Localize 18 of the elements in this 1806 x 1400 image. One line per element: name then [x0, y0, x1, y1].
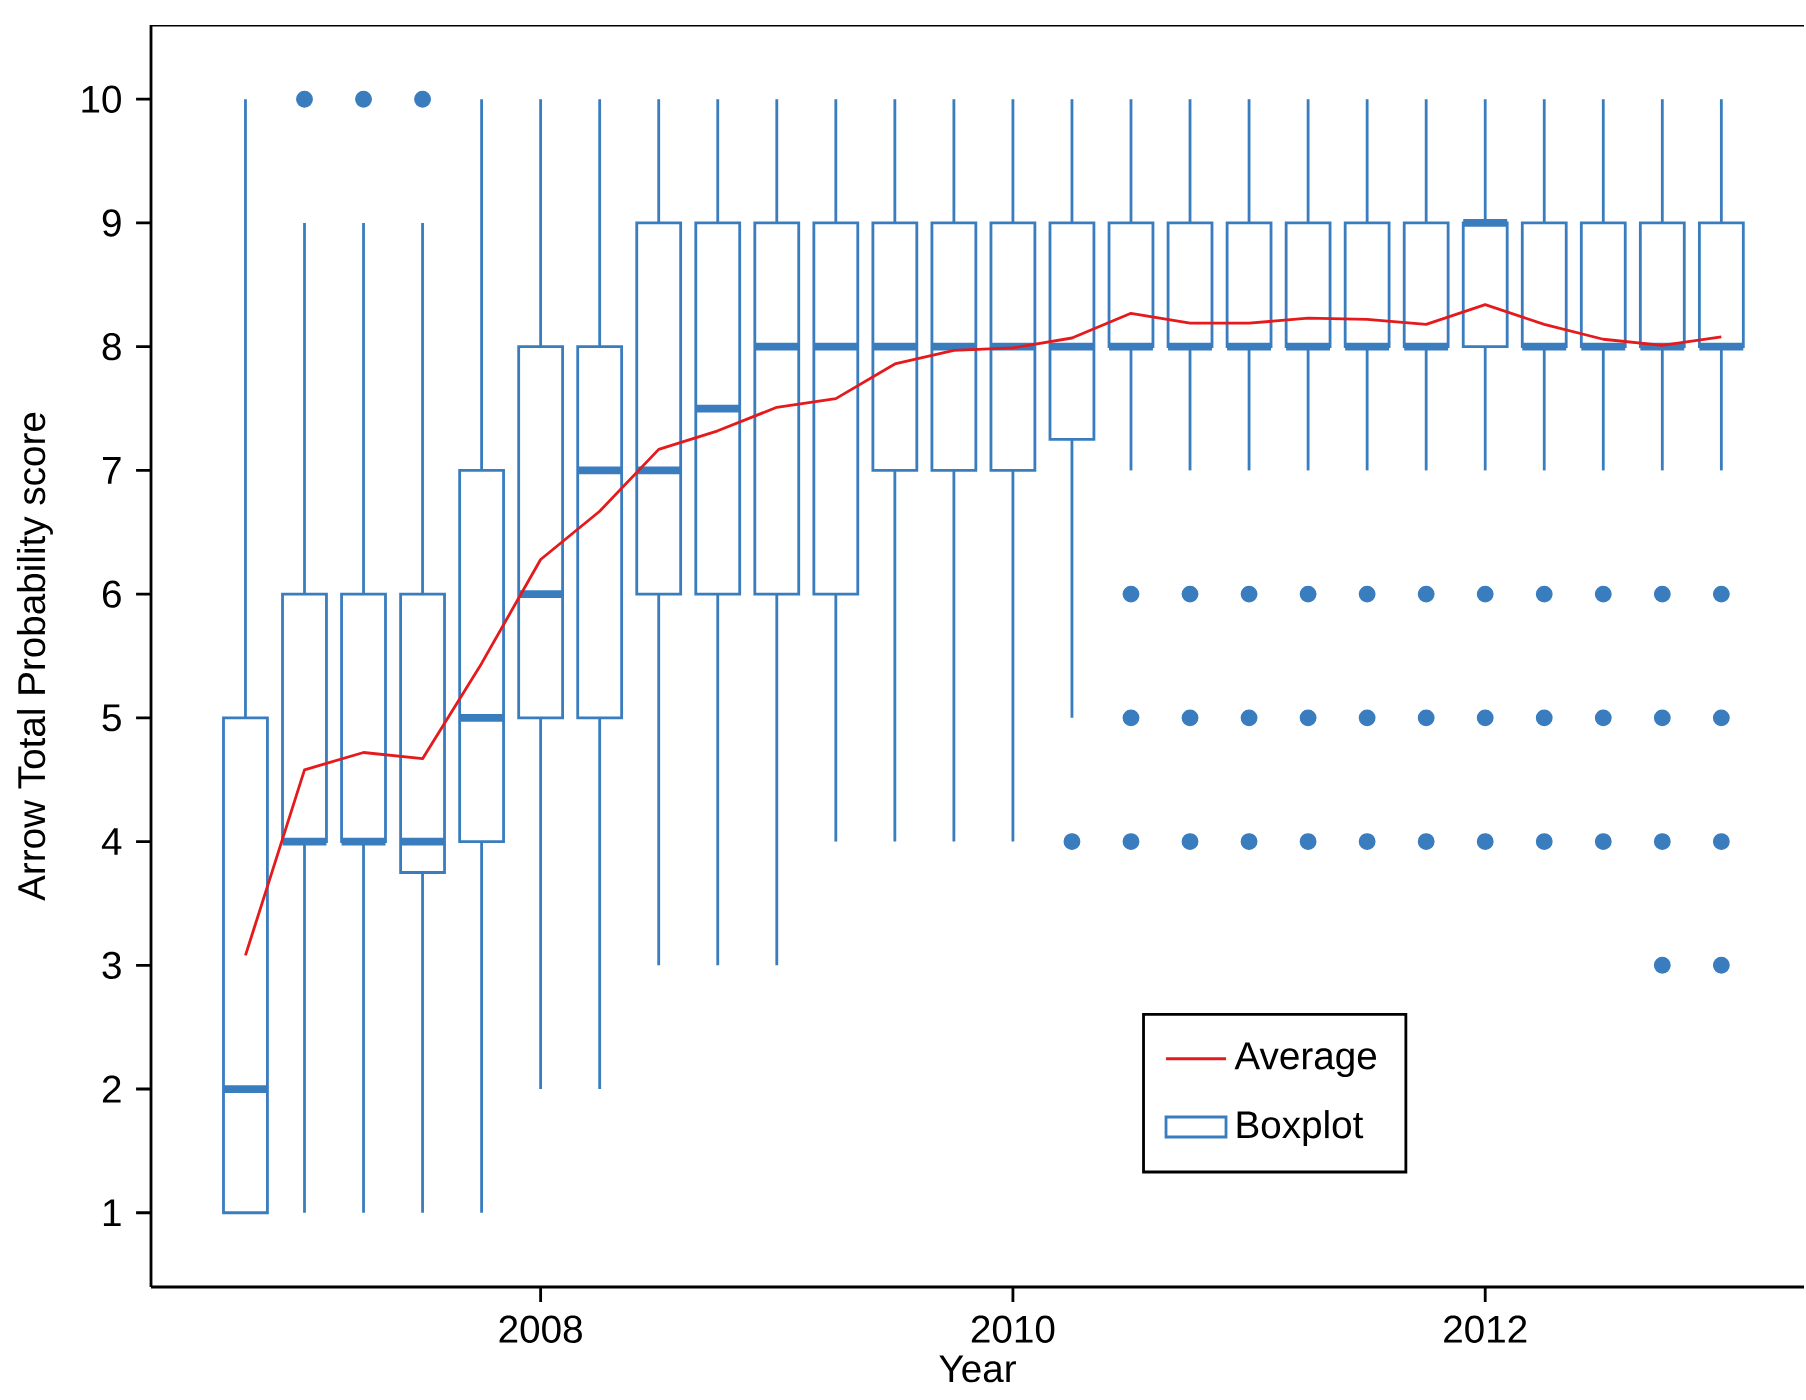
y-tick-label: 2 — [102, 1075, 121, 1103]
y-tick-label: 8 — [102, 333, 121, 361]
y-tick-label: 9 — [102, 209, 121, 237]
x-tick-label: 2010 — [971, 1315, 1055, 1343]
y-tick-label: 10 — [82, 85, 121, 113]
y-tick-label: 3 — [102, 951, 121, 979]
y-tick-label: 6 — [102, 580, 121, 608]
y-tick-label: 5 — [102, 704, 121, 732]
line-series — [244, 303, 1723, 957]
x-axis-title: Year — [939, 1355, 1016, 1383]
x-tick-label: 2012 — [1444, 1315, 1527, 1343]
x-tick-label: 2008 — [499, 1315, 582, 1343]
legend-label: Average — [1234, 1042, 1377, 1078]
y-tick-label: 1 — [103, 1199, 121, 1227]
y-tick-label: 4 — [101, 828, 122, 855]
y-axis-title: Arrow Total Probability score — [16, 412, 53, 901]
y-tick-label: 7 — [102, 457, 121, 484]
legend-label: Boxplot — [1237, 1110, 1364, 1147]
